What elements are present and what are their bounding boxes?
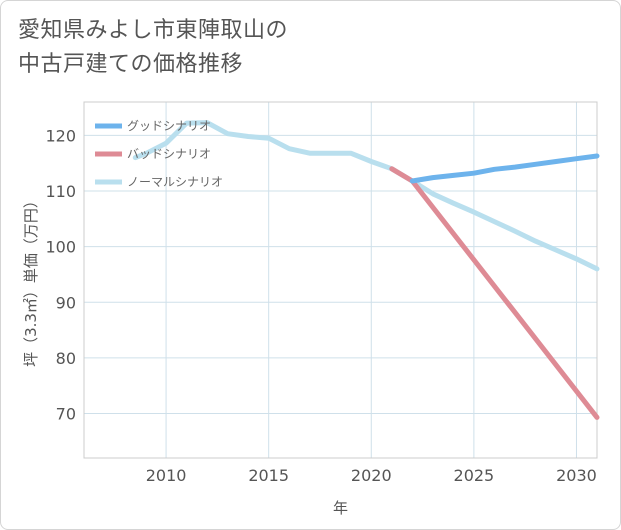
y-tick-label: 120 — [45, 126, 76, 145]
legend-bad-scenario-label: バッドシナリオ — [127, 147, 211, 161]
series-lines — [132, 120, 600, 420]
x-tick-label: 2010 — [146, 466, 187, 485]
x-tick-label: 2020 — [351, 466, 392, 485]
legend-good-scenario-label: グッドシナリオ — [127, 119, 211, 133]
chart-title-line1: 愛知県みよし市東陣取山の — [18, 18, 289, 43]
axis-ticks: 2010 2015 2020 2025 2030 70 80 90 100 110 120 — [45, 126, 596, 485]
normal-scenario-line — [132, 120, 600, 272]
y-tick-label: 90 — [56, 293, 76, 312]
y-tick-label: 80 — [56, 349, 76, 368]
legend-normal-scenario-label: ノーマルシナリオ — [127, 175, 223, 189]
y-tick-label: 70 — [56, 405, 76, 424]
good-scenario-line — [409, 153, 600, 184]
chart-title: 愛知県みよし市東陣取山の 中古戸建ての価格推移 — [18, 14, 438, 82]
bad-scenario-line — [389, 166, 600, 420]
x-axis-label: 年 — [333, 499, 348, 517]
y-tick-label: 100 — [45, 238, 76, 257]
y-axis-label: 坪（3.3㎡）単価（万円） — [22, 193, 40, 367]
chart-title-line2: 中古戸建ての価格推移 — [18, 52, 244, 77]
y-tick-label: 110 — [45, 182, 76, 201]
x-tick-label: 2030 — [556, 466, 597, 485]
x-tick-label: 2015 — [248, 466, 289, 485]
plot-area-border — [83, 101, 598, 459]
x-tick-label: 2025 — [454, 466, 495, 485]
